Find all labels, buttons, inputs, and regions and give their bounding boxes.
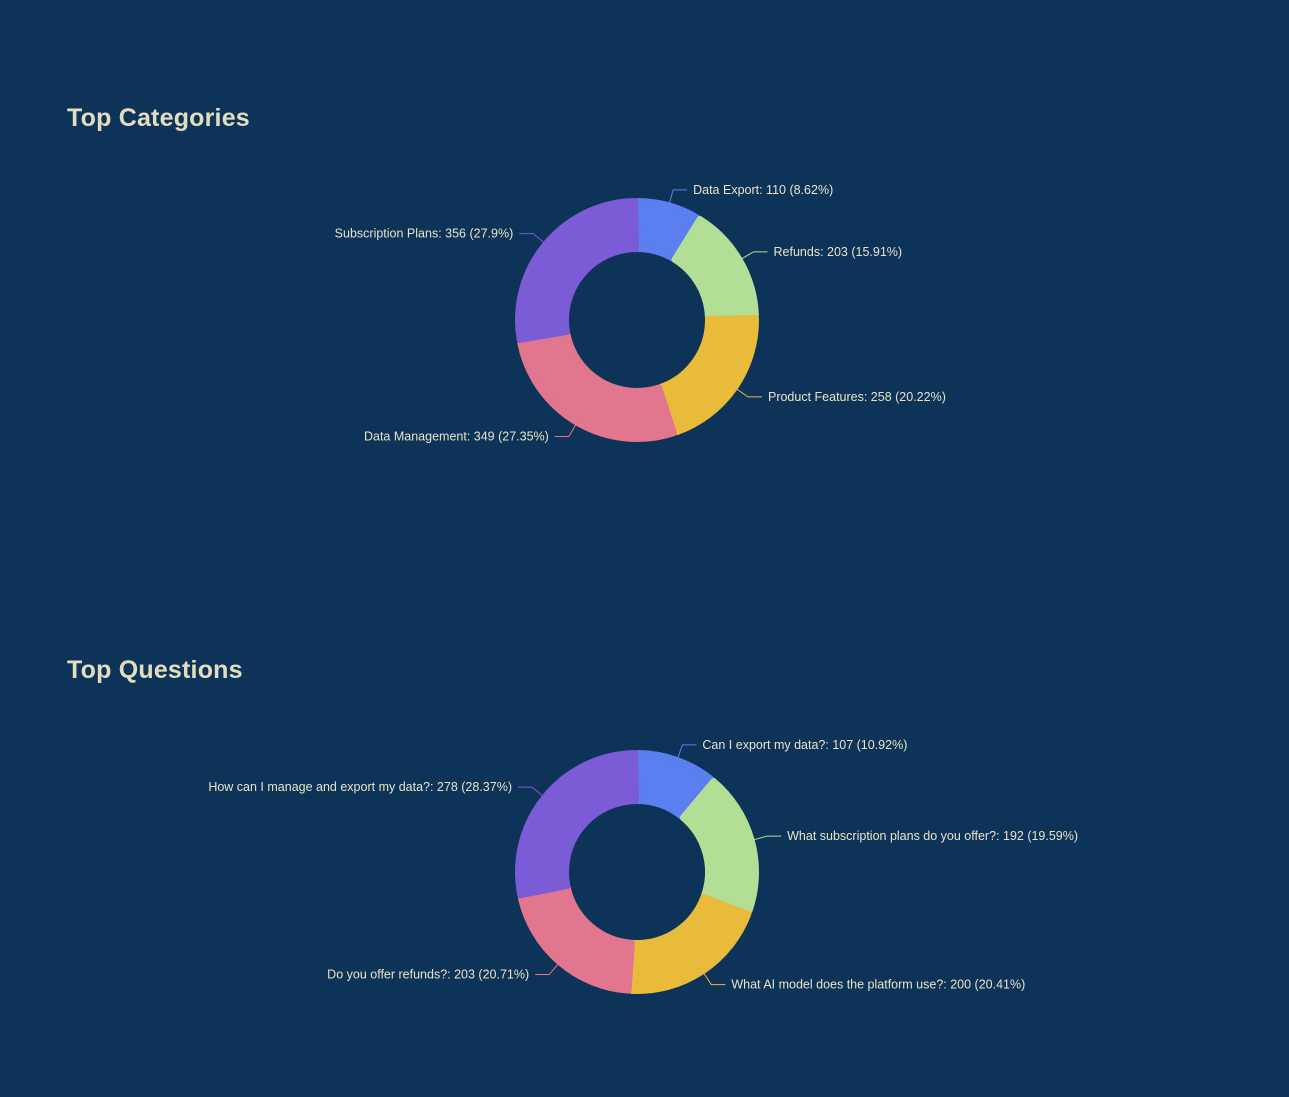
slice-label: Refunds: 203 (15.91%): [774, 245, 903, 259]
questions-donut-chart: Can I export my data?: 107 (10.92%) What …: [208, 738, 1078, 994]
slice-label: What subscription plans do you offer?: 1…: [787, 829, 1078, 843]
slice-subscription-plans[interactable]: [515, 198, 640, 343]
slice-do-you-offer-refunds[interactable]: [518, 884, 635, 994]
leader-line: [677, 744, 697, 759]
slice-label: Data Export: 110 (8.62%): [693, 183, 833, 197]
slice-label: How can I manage and export my data?: 27…: [208, 780, 512, 794]
section-title: Top Categories: [67, 104, 250, 132]
leader-line: [554, 424, 577, 438]
slice-refunds[interactable]: [671, 215, 759, 320]
slice-product-features[interactable]: [657, 315, 759, 436]
slice-label: Do you offer refunds?: 203 (20.71%): [327, 968, 529, 982]
leader-line: [519, 233, 545, 243]
section-title: Top Questions: [67, 656, 243, 684]
slice-label: Can I export my data?: 107 (10.92%): [702, 738, 907, 752]
leader-line: [517, 786, 544, 797]
leader-line: [668, 189, 688, 204]
slice-label: Product Features: 258 (20.22%): [768, 390, 946, 404]
leader-line: [753, 835, 782, 841]
slice-can-i-export-my-data[interactable]: [634, 750, 715, 820]
slice-what-subscription-plans-do-you-offer[interactable]: [679, 777, 759, 914]
leader-line: [535, 963, 559, 976]
slice-what-ai-model-does-the-platform-use[interactable]: [628, 894, 752, 994]
leader-line: [736, 388, 762, 398]
leader-line: [741, 251, 768, 260]
slice-data-management[interactable]: [517, 330, 677, 442]
slice-how-can-i-manage-and-export-my-data[interactable]: [515, 750, 640, 899]
categories-donut-chart: Data Export: 110 (8.62%) Refunds: 203 (15…: [335, 183, 946, 444]
slice-label: What AI model does the platform use?: 20…: [731, 978, 1025, 992]
slice-label: Subscription Plans: 356 (27.9%): [335, 227, 514, 241]
leader-line: [703, 972, 726, 986]
slice-label: Data Management: 349 (27.35%): [364, 430, 549, 444]
